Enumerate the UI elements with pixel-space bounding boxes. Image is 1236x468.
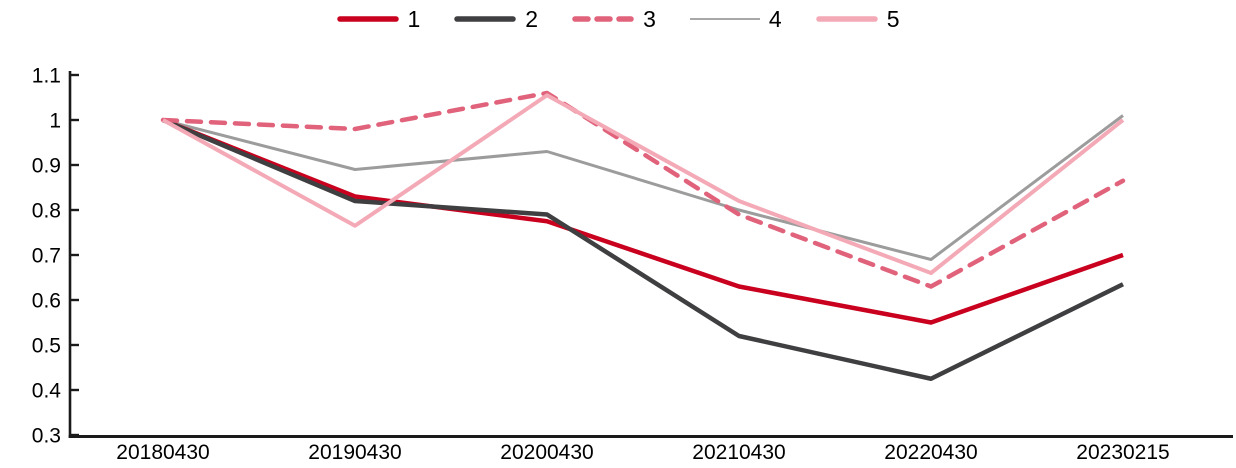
chart-legend: 1 2 3 4 5 <box>0 4 1236 34</box>
y-tick-label: 0.5 <box>32 335 61 358</box>
y-tick-label: 1.1 <box>32 65 61 88</box>
x-tick-label: 20180430 <box>116 441 209 464</box>
y-tick-label: 0.8 <box>32 200 61 223</box>
series-line-3 <box>160 90 1126 289</box>
legend-item-5: 5 <box>815 5 900 32</box>
y-tick-label: 0.3 <box>32 425 61 448</box>
series-line-4 <box>162 114 1124 261</box>
series-line-5 <box>162 93 1125 275</box>
x-tick-label: 20210430 <box>692 441 785 464</box>
legend-item-3: 3 <box>572 5 656 32</box>
legend-swatch-2 <box>454 16 517 22</box>
legend-label-3: 3 <box>643 5 656 32</box>
legend-label-1: 1 <box>407 5 421 32</box>
series-line-1 <box>162 117 1124 325</box>
series-line-2 <box>162 117 1124 381</box>
legend-swatch-4 <box>689 18 760 20</box>
legend-item-4: 4 <box>689 5 782 32</box>
y-tick-label: 1 <box>49 110 61 133</box>
legend-label-2: 2 <box>525 5 539 32</box>
legend-swatch-5 <box>815 16 878 22</box>
legend-item-1: 1 <box>336 5 421 32</box>
y-tick-label: 0.4 <box>32 380 62 403</box>
legend-swatch-1 <box>336 16 399 22</box>
x-tick-label: 20190430 <box>308 441 401 464</box>
y-tick-label: 0.9 <box>32 155 61 178</box>
y-tick-label: 0.7 <box>32 245 61 268</box>
x-tick-label: 20200430 <box>500 441 593 464</box>
y-tick-label: 0.6 <box>32 290 61 313</box>
x-tick-label: 20230215 <box>1076 441 1169 464</box>
legend-item-2: 2 <box>454 5 539 32</box>
legend-label-5: 5 <box>886 5 900 32</box>
x-tick-label: 20220430 <box>884 441 977 464</box>
legend-swatch-3 <box>572 16 634 22</box>
legend-label-4: 4 <box>768 5 782 32</box>
